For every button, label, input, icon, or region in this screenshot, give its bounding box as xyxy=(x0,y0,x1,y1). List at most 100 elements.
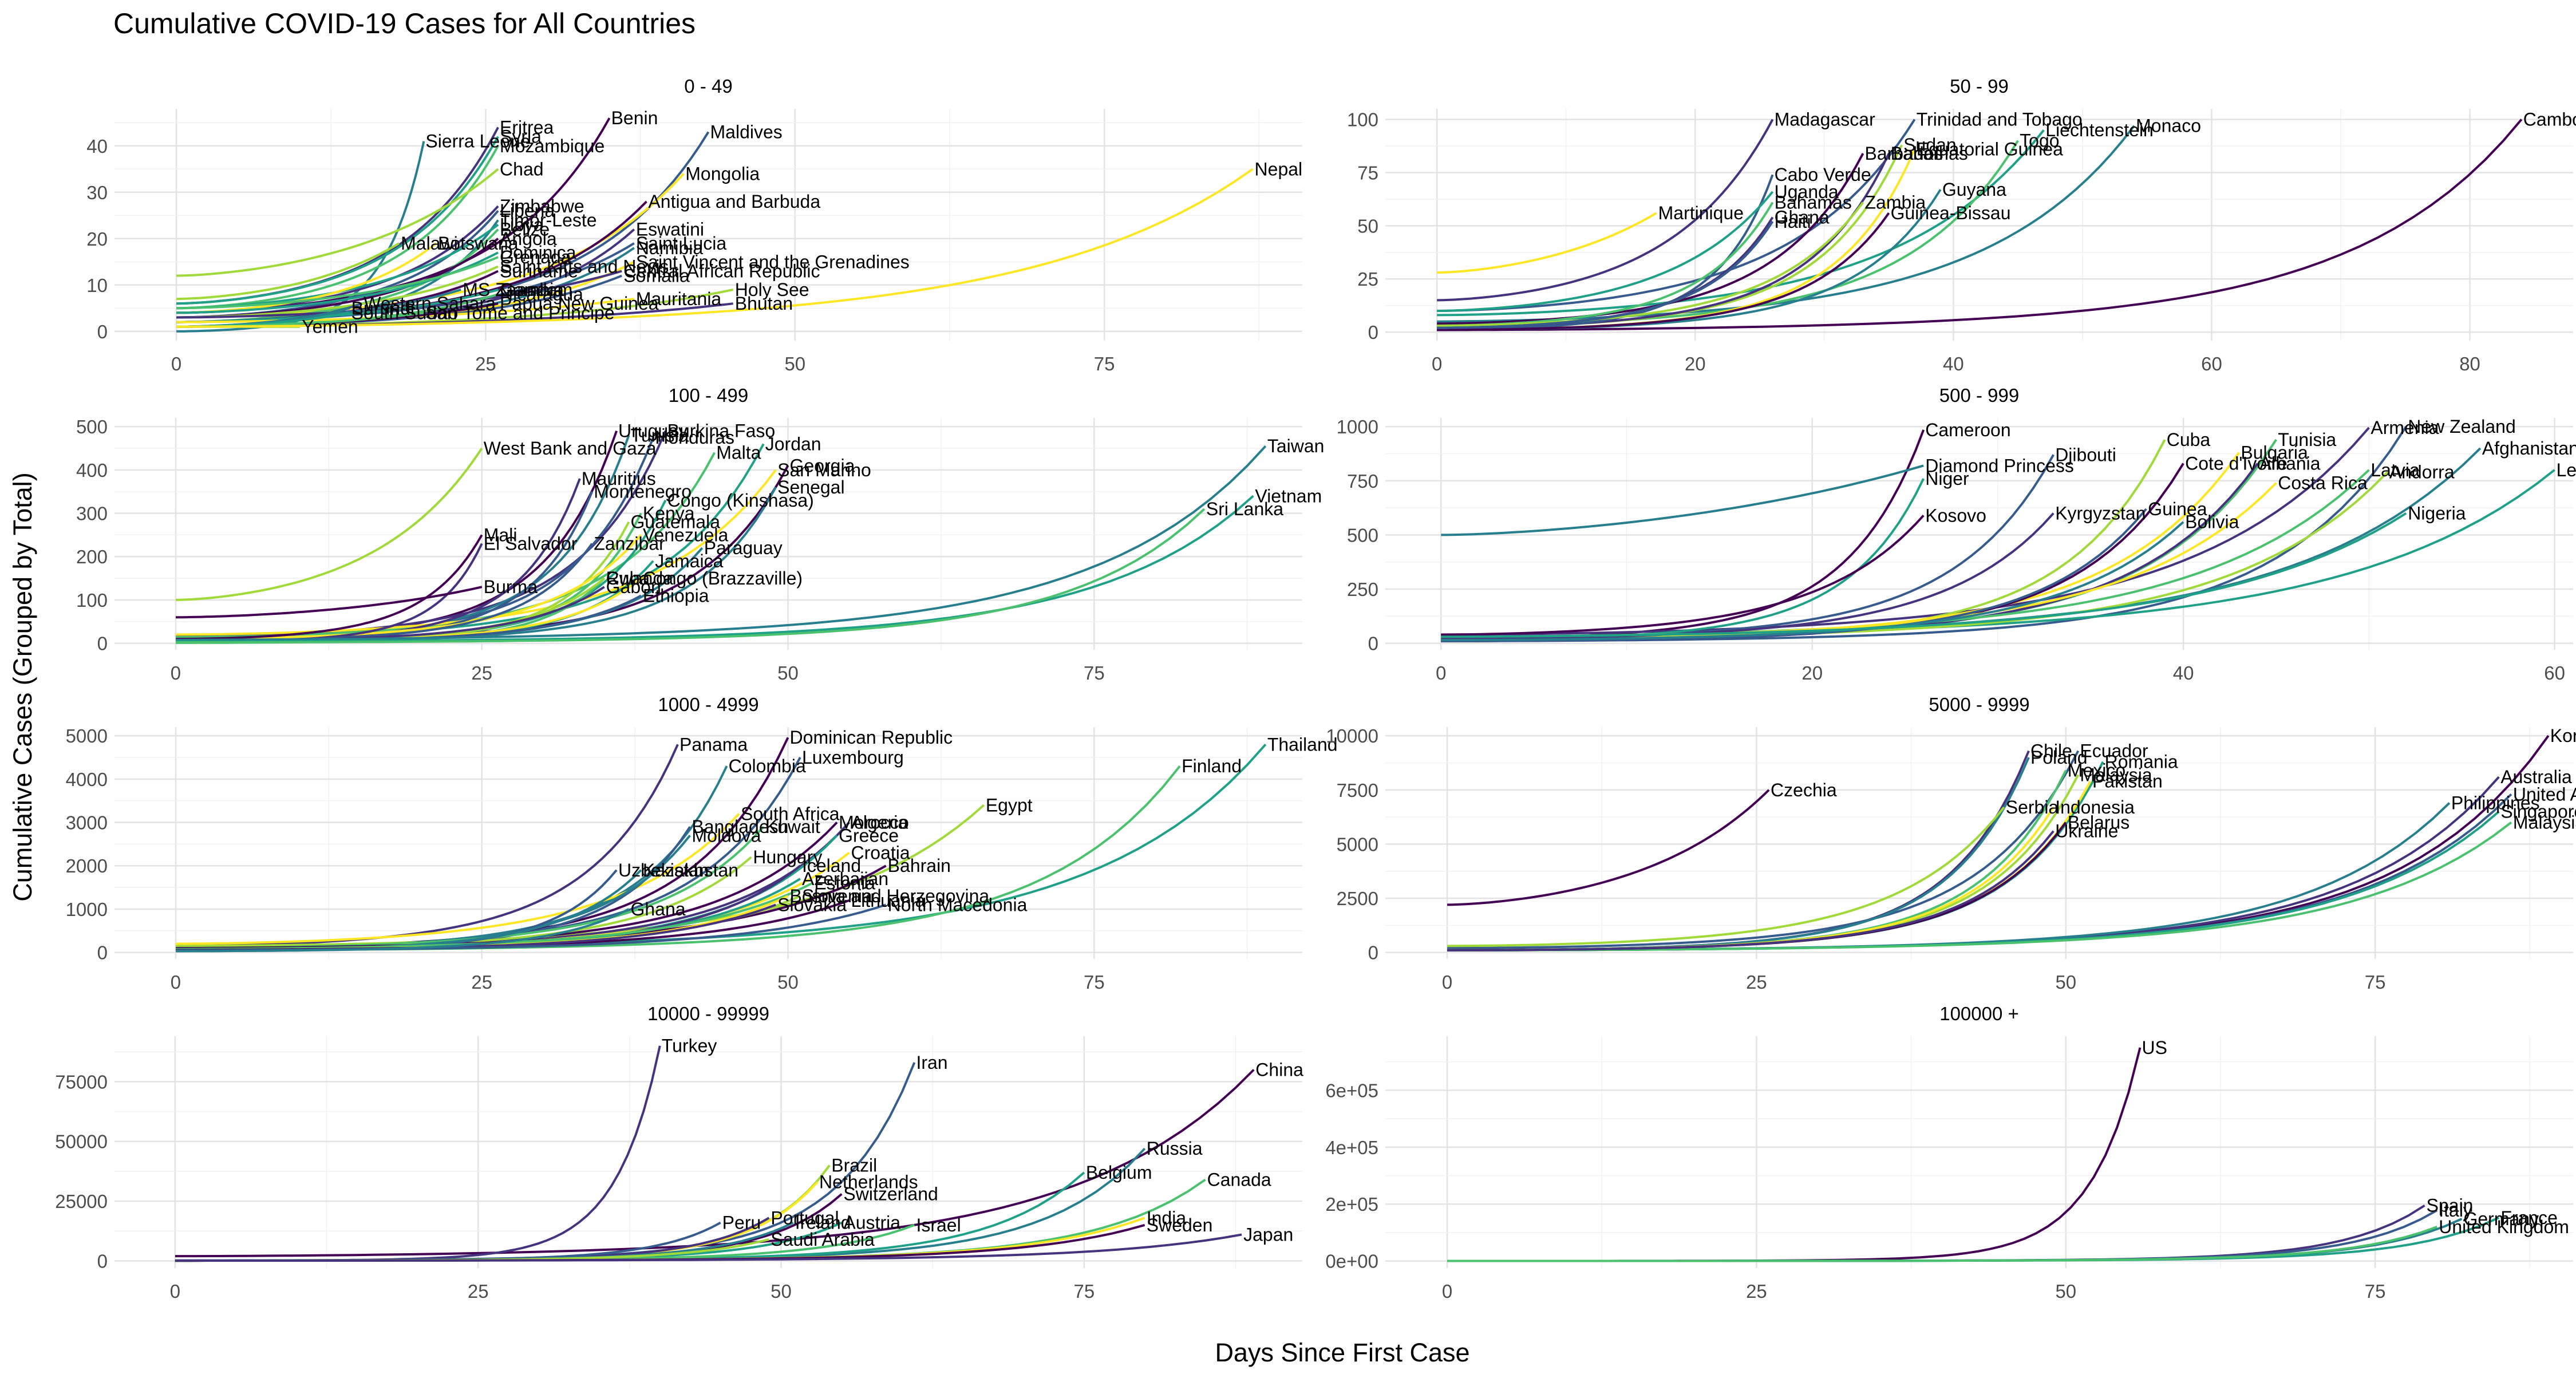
series-line xyxy=(176,136,499,305)
series-label: Turkey xyxy=(662,1036,717,1056)
chart-title: Cumulative COVID-19 Cases for All Countr… xyxy=(113,7,696,40)
series-lines xyxy=(1441,426,2555,642)
series-label: Mozambique xyxy=(500,136,605,156)
series-label: Senegal xyxy=(777,477,844,498)
series-label: Saint Kitts and Nevis xyxy=(500,256,669,277)
series-label: Diamond Princess xyxy=(1925,455,2074,476)
series-line xyxy=(1447,757,2030,951)
series-label: Namibia xyxy=(636,238,704,258)
series-label: Ecuador xyxy=(2080,741,2148,761)
series-label: Morocco xyxy=(839,812,909,833)
x-tick-label: 60 xyxy=(2544,662,2565,684)
y-tick-label: 5000 xyxy=(1337,834,1378,855)
series-label: Sudan xyxy=(1903,135,1957,155)
y-tick-label: 0 xyxy=(97,942,108,964)
y-tick-label: 25000 xyxy=(55,1191,108,1212)
series-label: Lithuania xyxy=(851,890,926,911)
series-label: Austria xyxy=(843,1213,900,1233)
y-tick-label: 6e+05 xyxy=(1325,1080,1378,1101)
series-line xyxy=(176,499,667,643)
gridlines xyxy=(1385,418,2573,650)
series-label: Uzbekistan xyxy=(618,860,709,881)
series-line xyxy=(1437,212,1657,274)
series-label: Burundi xyxy=(351,298,414,318)
series-label: Bhutan xyxy=(735,293,793,314)
series-label: Holy See xyxy=(735,279,809,300)
series-label: South Sudan xyxy=(351,302,457,323)
series-label: Paraguay xyxy=(704,538,783,558)
gridlines xyxy=(114,1036,1302,1268)
series-label: Albania xyxy=(2259,453,2321,473)
facet-strip-title: 5000 - 9999 xyxy=(1929,694,2029,715)
series-label: Greece xyxy=(839,825,899,846)
series-label: Serbia xyxy=(2006,797,2059,818)
series-label: Dominican Republic xyxy=(790,727,953,748)
series-label: Eritrea xyxy=(500,117,554,137)
facet-strip-title: 500 - 999 xyxy=(1939,385,2019,406)
series-label: Panama xyxy=(679,734,748,755)
series-label: Kuwait xyxy=(765,816,820,837)
series-label: Egypt xyxy=(986,795,1033,815)
series-line xyxy=(1437,220,1774,329)
x-tick-label: 80 xyxy=(2459,353,2480,374)
x-tick-label: 0 xyxy=(1432,353,1442,374)
series-label: Bangladesh xyxy=(692,816,788,837)
series-label: Kyrgyzstan xyxy=(2055,503,2146,524)
series-line xyxy=(176,168,1254,328)
facet-panel: 5000 - 9999 0 25 50 75 0 2500 5000 7500 10000 Kore… xyxy=(1326,694,2576,993)
series-label: Cuba xyxy=(606,568,650,589)
series-line xyxy=(175,1069,1255,1258)
series-label: Hungary xyxy=(753,847,822,867)
series-label: United Arab Emirates xyxy=(2513,784,2576,804)
series-line xyxy=(175,744,679,947)
series-label: Bolivia xyxy=(2185,512,2239,532)
series-label: Guatemala xyxy=(630,512,720,532)
series-line xyxy=(176,445,1267,641)
series-label: Dominica xyxy=(500,242,576,263)
y-tick-label: 0 xyxy=(1368,322,1378,343)
series-label: North Macedonia xyxy=(888,894,1028,915)
series-label: Zimbabwe xyxy=(500,196,584,216)
series-label: Barbados xyxy=(1865,143,1943,164)
series-label: Grenada xyxy=(500,247,571,267)
series-label: Cameroon xyxy=(1925,420,2010,440)
series-line xyxy=(1447,1226,2437,1262)
series-label: Nigeria xyxy=(2408,503,2466,524)
series-label: Pakistan xyxy=(2092,771,2163,792)
series-label: Venezuela xyxy=(643,524,729,545)
series-label: Mauritania xyxy=(636,289,722,309)
y-tick-label: 10 xyxy=(86,275,108,296)
series-label: Malaysia xyxy=(2080,764,2152,785)
series-label: Malawi xyxy=(401,233,458,254)
series-label: Guinea xyxy=(2148,499,2207,519)
series-line xyxy=(176,242,400,301)
series-label: Peru xyxy=(722,1213,761,1233)
gridlines xyxy=(1385,1036,2573,1268)
series-label: Sao Tome and Principe xyxy=(425,302,614,323)
series-label: Germany xyxy=(2463,1209,2539,1229)
series-label: Jamaica xyxy=(655,551,723,571)
series-label: Iran xyxy=(916,1052,947,1073)
series-label: Yemen xyxy=(302,317,358,337)
series-label: France xyxy=(2500,1207,2558,1228)
series-label: Poland xyxy=(2030,747,2088,768)
y-tick-label: 2500 xyxy=(1337,888,1378,909)
x-tick-label: 0 xyxy=(1442,972,1452,993)
y-tick-label: 75 xyxy=(1357,162,1378,183)
x-tick-label: 0 xyxy=(1442,1281,1452,1302)
series-label: Uruguay xyxy=(618,421,688,441)
series-label: Cabo Verde xyxy=(1775,164,1871,185)
series-label: Tunisia xyxy=(2278,429,2336,450)
series-label: Libya xyxy=(500,215,544,235)
series-line xyxy=(1437,119,1774,302)
series-label: Liechtenstein xyxy=(2045,120,2154,140)
series-lines xyxy=(175,430,1267,644)
x-tick-label: 75 xyxy=(1074,1281,1095,1302)
series-label: Western Sahara xyxy=(364,293,496,314)
x-tick-label: 25 xyxy=(1746,972,1767,993)
series-line xyxy=(175,813,740,945)
series-label: Gambia xyxy=(500,279,564,300)
series-label: Mali xyxy=(484,524,517,545)
y-tick-label: 75000 xyxy=(55,1071,108,1092)
